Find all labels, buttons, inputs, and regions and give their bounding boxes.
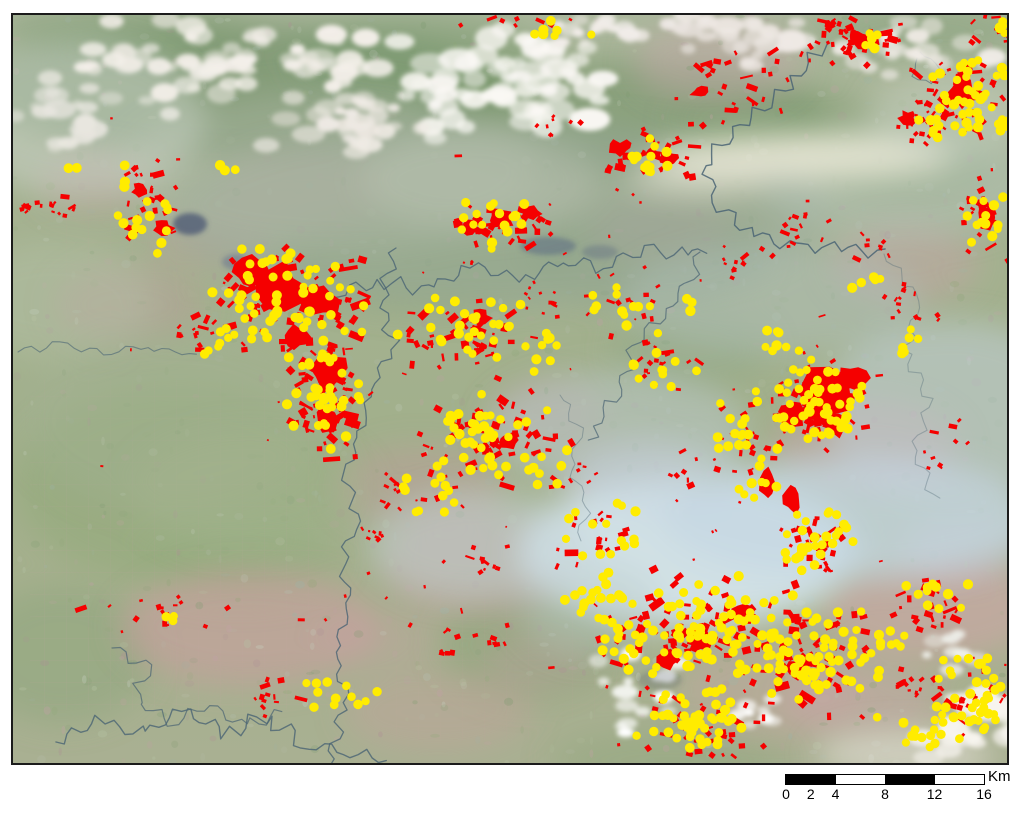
scale-bar-tick-label: 2 [806,786,815,802]
scale-bar-labels: 0 2 4 8 12 16 [782,786,992,806]
scale-bar-segments [785,774,985,785]
scale-bar-tick-label: 8 [881,786,889,802]
fire-hotspot-dots [63,15,1007,753]
scale-bar-tick-label: 0 [782,786,790,802]
scale-bar-tick-label: 16 [976,786,992,802]
scale-bar-segment [934,775,984,784]
scale-bar-segment [786,775,836,784]
scale-bar-tick-label: 12 [926,786,943,802]
cloud-cover [13,15,1007,763]
scale-bar-segment [885,775,935,784]
satellite-map-frame [11,13,1009,765]
scale-bar-tick-label: 4 [831,786,840,802]
scale-bar-unit-label: Km [988,768,1011,785]
satellite-map [13,15,1007,763]
scale-bar-segment [835,775,885,784]
scale-bar: 0 2 4 8 12 16 Km [782,768,1023,811]
river-lines [17,41,941,763]
